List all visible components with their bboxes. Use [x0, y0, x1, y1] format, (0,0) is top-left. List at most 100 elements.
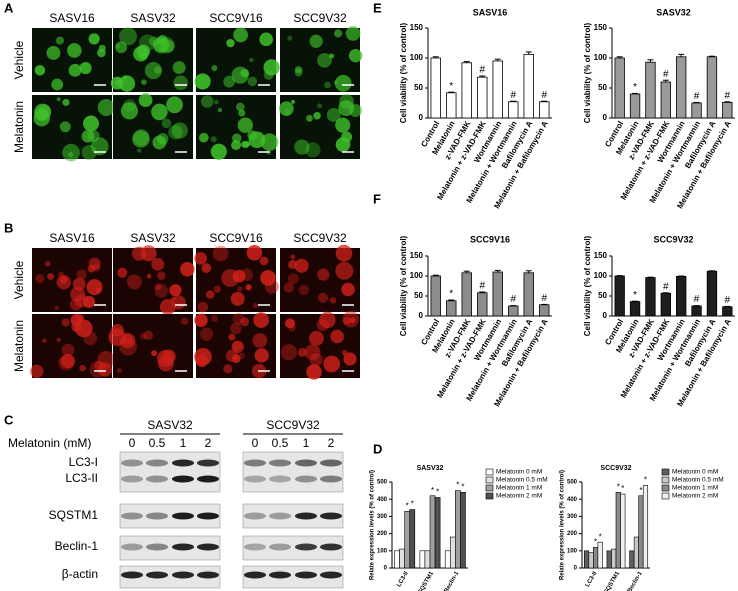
cell [46, 46, 61, 60]
significance-mark: * [461, 482, 464, 491]
x-tick-label: Beclin-1 [627, 570, 644, 591]
cell [200, 95, 214, 108]
y-tick-label: 0 [419, 113, 424, 122]
blot-band [121, 475, 143, 483]
blot-band [295, 512, 317, 520]
legend-label: Melatonin 0 mM [672, 469, 718, 476]
y-axis-label: Relate expression levels (% of control) [560, 470, 566, 580]
cell [221, 269, 240, 287]
row-label: Melatonin [12, 101, 26, 153]
cell [297, 347, 307, 357]
cell [317, 53, 332, 68]
bar [629, 550, 635, 569]
cell [226, 38, 235, 48]
cell [199, 327, 214, 341]
cell [169, 284, 182, 297]
cell [330, 329, 344, 344]
band-label: LC3-I [69, 455, 98, 469]
cell [328, 53, 335, 59]
bar [460, 492, 466, 569]
legend-label: Melatonin 2 mM [496, 493, 542, 500]
blot-box [242, 503, 344, 529]
cell [108, 328, 126, 346]
cell [231, 66, 249, 84]
cell [298, 284, 310, 296]
cell [58, 355, 74, 371]
cell [194, 313, 208, 327]
cell [81, 144, 97, 160]
column-label: SCC9V16 [209, 11, 263, 25]
bar [597, 541, 603, 569]
significance-mark: * [406, 501, 409, 510]
cell [317, 292, 329, 303]
cell [97, 99, 115, 117]
legend-swatch [661, 476, 670, 484]
cell [287, 35, 293, 41]
bar [508, 305, 519, 317]
legend-label: Melatonin 1 mM [496, 485, 542, 492]
cell [228, 333, 236, 341]
cell [236, 102, 245, 112]
cell [194, 347, 212, 366]
y-axis-label: Cell viability (% of control) [583, 22, 592, 123]
cell [123, 99, 136, 112]
cell [173, 75, 189, 91]
bar [642, 485, 649, 569]
blot-band [320, 512, 342, 520]
blot-band [172, 459, 194, 467]
bar [691, 102, 702, 119]
cell [55, 36, 65, 45]
significance-mark: # [479, 65, 485, 76]
cell [138, 93, 153, 108]
blot-band [244, 543, 266, 551]
cell [212, 245, 229, 262]
legend-label: Melatonin 2 mM [672, 493, 718, 500]
cell [70, 286, 86, 302]
dose-axis-label: Melatonin (mM) [8, 436, 91, 450]
panel-label: D [373, 441, 382, 456]
cell [283, 108, 291, 116]
cell [280, 344, 298, 361]
y-tick-label: 0 [603, 113, 608, 122]
cell [140, 245, 157, 262]
band-label: LC3-II [65, 471, 98, 485]
cell [33, 110, 50, 127]
bar [477, 76, 488, 119]
cell [59, 121, 71, 133]
cell [225, 349, 239, 363]
cell [154, 37, 169, 53]
y-tick-label: 400 [377, 497, 388, 503]
cell [90, 137, 109, 156]
cell [59, 276, 68, 284]
blot-band [269, 459, 291, 467]
y-tick-label: 50 [598, 291, 607, 300]
bar [593, 547, 599, 569]
bar [676, 56, 687, 119]
significance-mark: * [639, 486, 642, 495]
cell [259, 32, 273, 47]
cell [61, 343, 75, 357]
y-tick-label: 50 [414, 291, 423, 300]
bar [461, 62, 472, 119]
significance-mark: * [431, 486, 434, 495]
cell [82, 295, 96, 308]
significance-mark: # [541, 293, 547, 304]
cell [161, 118, 172, 129]
bar [706, 270, 718, 317]
significance-mark: # [725, 90, 731, 101]
y-tick-label: 150 [594, 251, 608, 260]
cell [240, 268, 254, 282]
group-label: SASV32 [147, 418, 193, 432]
cell [294, 258, 309, 273]
cell [210, 136, 217, 143]
blot-band [197, 512, 219, 520]
cell [254, 348, 269, 363]
row-label: Vehicle [12, 260, 26, 299]
cell [120, 102, 139, 120]
cell [170, 296, 176, 302]
blot-band [320, 459, 342, 467]
column-label: SASV32 [130, 11, 176, 25]
cell [154, 283, 168, 298]
cell [309, 34, 323, 48]
bar [461, 272, 472, 317]
